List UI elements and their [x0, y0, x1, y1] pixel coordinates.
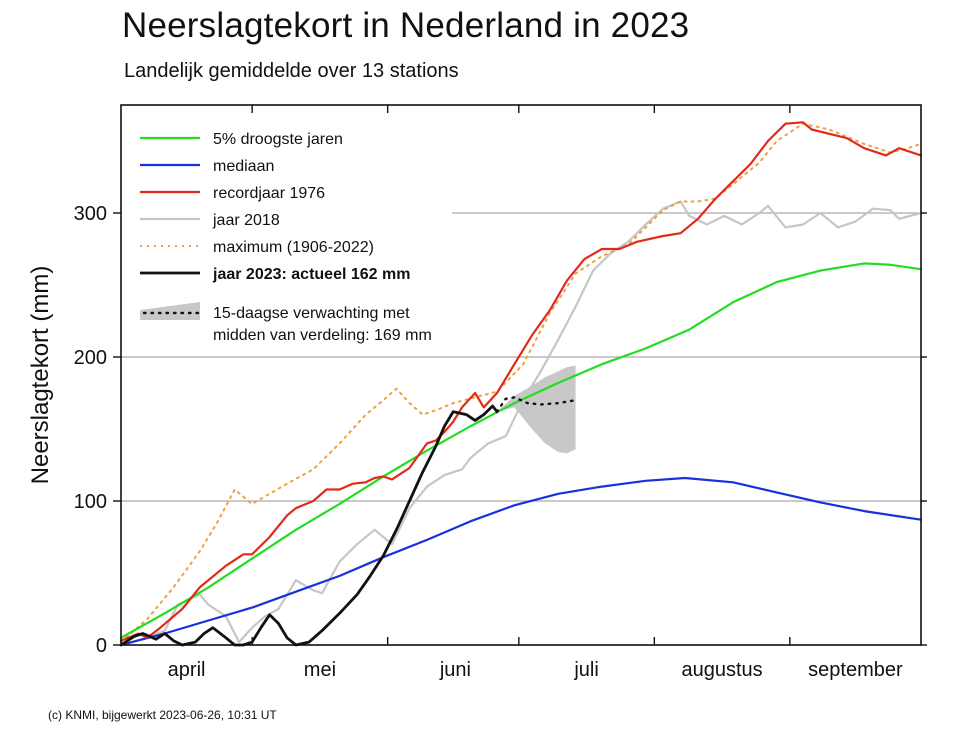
series-line-5-droogste-jaren [119, 262, 923, 639]
y-tick-label-100: 100 [74, 491, 107, 513]
y-axis-label: Neerslagtekort (mm) [27, 266, 54, 485]
series-line-recordjaar-1976 [119, 121, 923, 642]
legend-swatch-forecast-band [140, 302, 200, 320]
legend-label-recordjaar-1976: recordjaar 1976 [213, 185, 325, 202]
y-tick-label-300: 300 [74, 203, 107, 225]
x-tick-label-augustus: augustus [682, 659, 763, 681]
plot-frame [120, 104, 922, 646]
x-tick-label-september: september [808, 659, 903, 681]
x-tick-label-april: april [168, 659, 206, 681]
y-tick-label-200: 200 [74, 347, 107, 369]
legend-label-forecast-line1: 15-daagse verwachting met [213, 305, 410, 322]
legend-label-maximum-1906-2022: maximum (1906-2022) [213, 239, 374, 256]
x-tick-label-juni: juni [439, 659, 471, 681]
footer-credit: (c) KNMI, bijgewerkt 2023-06-26, 10:31 U… [48, 708, 277, 722]
legend-label-jaar-2018: jaar 2018 [212, 212, 280, 229]
y-tick-label-0: 0 [96, 635, 107, 657]
series-line-maximum-1906-2022 [120, 122, 922, 644]
axis-ticks: 0 100 200 300 april mei juni juli augustus septem… [74, 105, 927, 681]
series-line-mediaan [119, 476, 923, 647]
x-tick-label-mei: mei [304, 659, 336, 681]
forecast-median-line [495, 396, 577, 413]
series-line-jaar-2018 [119, 200, 923, 647]
legend-label-mediaan: mediaan [213, 158, 274, 175]
chart-subtitle: Landelijk gemiddelde over 13 stations [124, 60, 459, 82]
x-tick-label-juli: juli [573, 659, 598, 681]
legend-label-forecast-line2: midden van verdeling: 169 mm [213, 327, 432, 344]
chart-title: Neerslagtekort in Nederland in 2023 [122, 6, 690, 45]
legend-label-5-droogste-jaren: 5% droogste jaren [213, 131, 343, 148]
gridlines [121, 212, 921, 502]
legend: 5% droogste jaren mediaan recordjaar 1976 j… [140, 131, 432, 344]
legend-label-jaar-2023-actueel-162-mm: jaar 2023: actueel 162 mm [212, 266, 410, 283]
forecast-band [497, 365, 576, 454]
